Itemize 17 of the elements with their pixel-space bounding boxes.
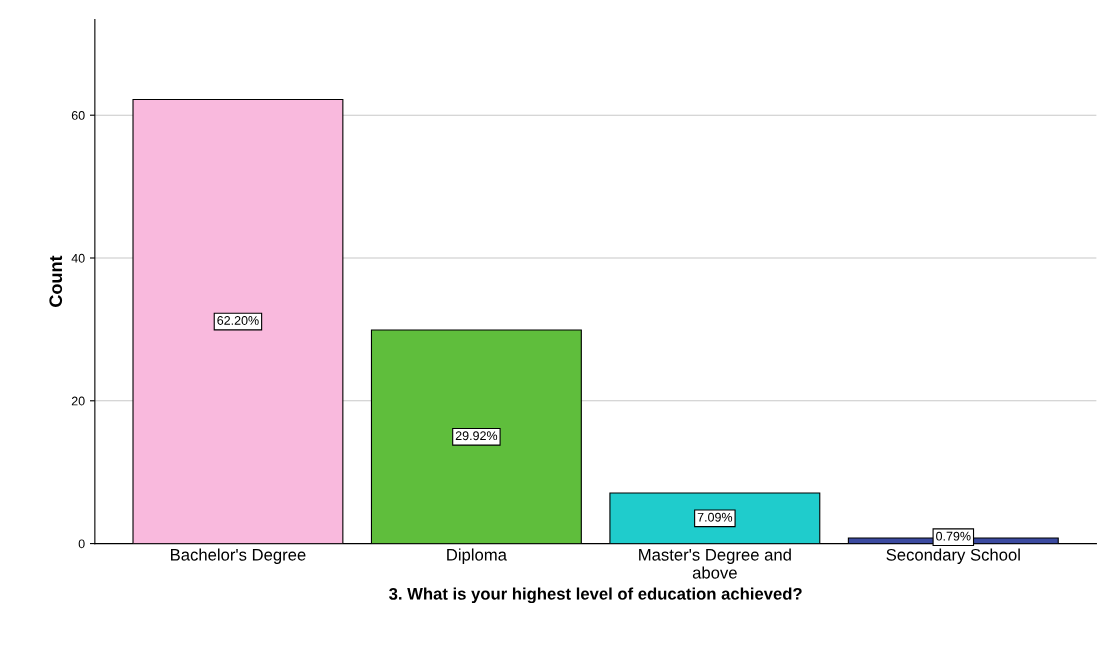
y-tick-label: 60: [71, 111, 85, 120]
bar: [370, 329, 582, 544]
y-tick-label: 0: [78, 539, 85, 549]
data-label: 62.20%: [217, 316, 259, 325]
y-axis-title: Count: [49, 255, 63, 307]
data-label: 0.79%: [936, 531, 971, 541]
x-tick-label: Diploma: [447, 548, 507, 564]
bar: [132, 98, 344, 544]
y-tick-label: 40: [71, 253, 85, 263]
x-tick-label: Bachelor's Degree: [171, 548, 306, 564]
data-label: 29.92%: [455, 431, 498, 441]
bar: [609, 492, 821, 544]
y-tick-label: 20: [71, 396, 85, 406]
x-tick-label: Secondary School: [886, 548, 1020, 564]
data-label: 7.09%: [697, 512, 733, 522]
x-tick-label: Master's Degree and above: [639, 548, 791, 579]
x-axis-title: 3. What is your highest level of education achieved?: [389, 587, 802, 604]
